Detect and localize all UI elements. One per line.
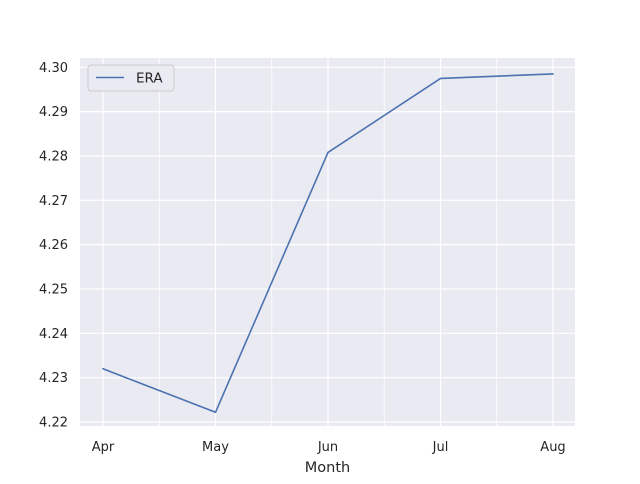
y-axis-ticks: 4.22 4.23 4.24 4.25 4.26 4.27 4.28 4.29 4.30 [39,61,68,431]
y-tick-label: 4.29 [39,105,68,120]
x-tick-label: May [202,440,229,455]
y-tick-label: 4.25 [39,282,68,297]
y-tick-label: 4.30 [39,61,68,76]
y-tick-label: 4.24 [39,327,68,342]
y-tick-label: 4.22 [39,416,68,431]
x-tick-label: Apr [92,440,115,455]
y-tick-label: 4.23 [39,371,68,386]
legend: ERA [88,65,174,91]
y-tick-label: 4.26 [39,238,68,253]
y-tick-label: 4.28 [39,149,68,164]
legend-label-era: ERA [136,71,163,87]
x-tick-label: Aug [540,440,565,455]
x-tick-label: Jul [432,440,449,455]
x-tick-label: Jun [317,440,338,455]
y-tick-label: 4.27 [39,194,68,209]
x-axis-label: Month [305,460,350,476]
x-axis-ticks: Apr May Jun Jul Aug [92,440,566,455]
